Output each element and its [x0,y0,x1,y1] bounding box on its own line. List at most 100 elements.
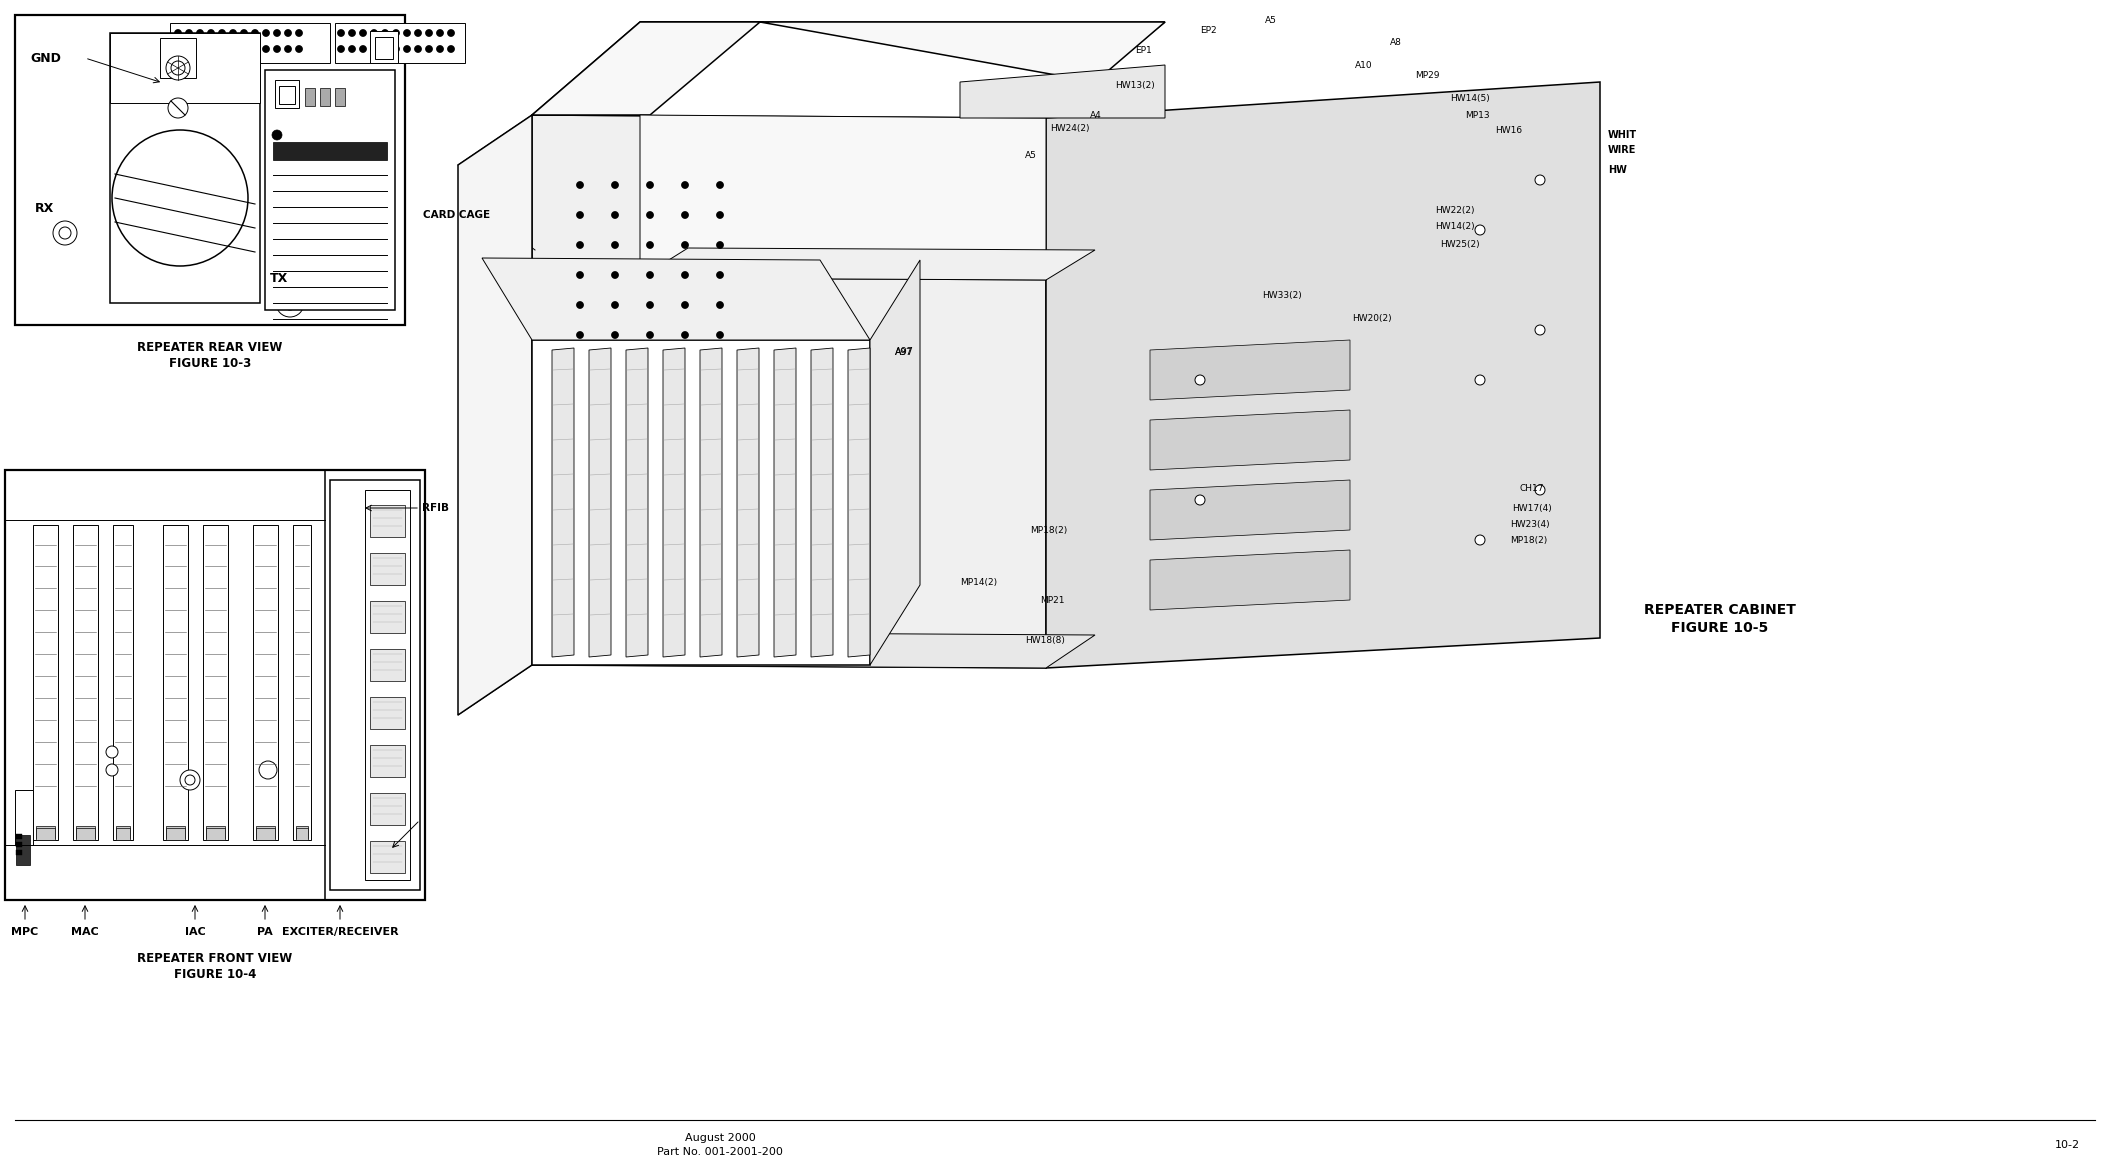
Polygon shape [551,347,574,657]
Polygon shape [481,258,870,340]
Text: MAC: MAC [72,927,99,937]
Circle shape [646,272,654,279]
Circle shape [682,272,688,279]
Bar [369,841,405,873]
Bar [34,525,57,840]
Polygon shape [961,65,1165,119]
Circle shape [682,211,688,218]
Bar [36,826,55,838]
Circle shape [171,60,186,76]
Circle shape [716,181,724,188]
Bar [296,826,308,838]
Bar [369,505,405,537]
Bar [76,829,95,840]
Text: HW33(2): HW33(2) [1262,290,1302,300]
Circle shape [241,45,247,52]
Polygon shape [1150,480,1351,540]
Text: WHIT: WHIT [1609,130,1638,139]
Circle shape [348,45,355,52]
Text: Part No. 001-2001-200: Part No. 001-2001-200 [657,1147,783,1157]
Text: MP29: MP29 [1414,71,1440,79]
Bar [369,553,405,584]
Bar [279,86,296,105]
Circle shape [186,45,192,52]
Circle shape [372,29,378,36]
Text: A5: A5 [1026,151,1037,159]
Circle shape [372,45,378,52]
Circle shape [272,130,283,139]
Circle shape [260,761,277,779]
Bar [369,650,405,681]
Polygon shape [627,347,648,657]
Bar [207,829,226,840]
Circle shape [1476,535,1484,545]
Text: CH17: CH17 [1520,483,1545,493]
Circle shape [207,45,215,52]
Circle shape [403,29,410,36]
Bar [266,70,395,310]
Text: FIGURE 10-4: FIGURE 10-4 [173,968,255,981]
Circle shape [1535,485,1545,495]
Circle shape [230,29,236,36]
Text: A10: A10 [1355,60,1372,70]
Bar [17,835,30,865]
Text: GND: GND [30,51,61,65]
Circle shape [612,331,619,338]
Polygon shape [532,632,1096,668]
Circle shape [576,242,583,249]
Text: RX: RX [36,201,55,215]
Text: HW14(5): HW14(5) [1450,93,1490,102]
Circle shape [359,29,367,36]
Circle shape [612,181,619,188]
Bar [76,826,95,838]
Circle shape [646,331,654,338]
Bar [336,23,464,63]
Bar [74,525,97,840]
Circle shape [59,227,72,239]
Text: IAC: IAC [184,927,205,937]
Text: HW24(2): HW24(2) [1049,123,1089,132]
Circle shape [716,242,724,249]
Bar [253,525,279,840]
Circle shape [716,272,724,279]
Text: EP1: EP1 [1136,45,1153,55]
Circle shape [646,301,654,308]
Bar [304,88,315,106]
Circle shape [186,775,194,786]
Circle shape [1476,375,1484,385]
Circle shape [285,45,291,52]
Text: TX: TX [270,272,289,285]
Polygon shape [870,260,920,665]
Circle shape [1195,495,1205,505]
Circle shape [646,211,654,218]
Bar [15,15,405,325]
Circle shape [1535,175,1545,185]
Circle shape [612,272,619,279]
Circle shape [230,45,236,52]
Circle shape [682,331,688,338]
Circle shape [716,301,724,308]
Bar [4,469,424,901]
Polygon shape [458,115,532,715]
Circle shape [576,331,583,338]
Circle shape [576,211,583,218]
Bar [293,525,310,840]
Circle shape [682,301,688,308]
Text: FIGURE 10-5: FIGURE 10-5 [1672,621,1769,634]
Polygon shape [532,22,760,115]
Bar [163,525,188,840]
Circle shape [426,45,433,52]
Bar [329,480,420,890]
Polygon shape [532,115,1045,668]
Text: RFIB: RFIB [422,503,450,512]
Bar [116,829,131,840]
Polygon shape [775,347,796,657]
Circle shape [646,181,654,188]
Bar [167,826,186,838]
Circle shape [576,181,583,188]
Circle shape [393,45,399,52]
Bar [274,80,300,108]
Circle shape [1476,225,1484,235]
Circle shape [1535,325,1545,335]
Circle shape [338,45,344,52]
